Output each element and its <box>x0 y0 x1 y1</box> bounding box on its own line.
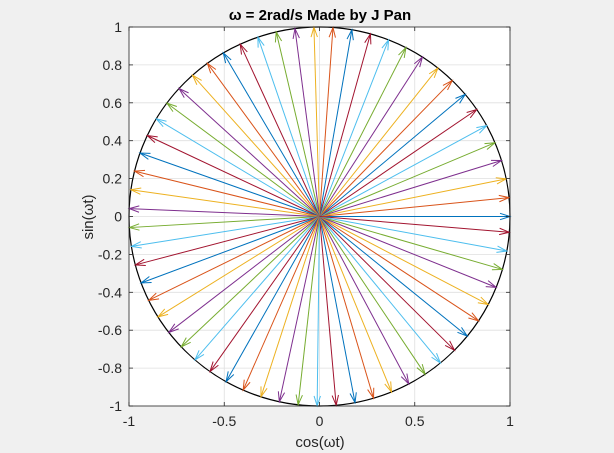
vector-arrow <box>295 216 320 407</box>
vector-arrow <box>319 216 427 376</box>
x-tick-label: -0.5 <box>212 413 236 429</box>
vector-arrow <box>260 216 320 399</box>
x-tick-label: 1 <box>506 413 514 429</box>
vector-arrow <box>154 117 320 217</box>
vector-arrow <box>319 216 490 306</box>
vector-arrow <box>319 194 511 217</box>
y-tick-label: -0.2 <box>98 246 122 262</box>
y-axis-label: sin(ωt) <box>80 194 97 239</box>
vector-arrow <box>319 108 479 217</box>
vector-arrow <box>129 216 320 249</box>
vector-arrow <box>319 66 439 217</box>
vector-arrow <box>319 142 497 217</box>
vector-arrow <box>222 51 320 217</box>
vector-arrow <box>206 61 320 217</box>
chart-title: ω = 2rad/s Made by J Pan <box>229 7 411 24</box>
vector-arrow <box>292 26 320 217</box>
vector-arrow <box>319 216 375 400</box>
vector-arrow <box>139 216 320 284</box>
y-tick-label: -0.6 <box>98 322 122 338</box>
vector-arrow <box>319 216 357 405</box>
y-tick-label: 0.6 <box>103 95 123 111</box>
vector-arrow <box>165 102 320 217</box>
vector-arrow <box>138 152 320 217</box>
vector-arrow <box>319 216 504 271</box>
vector-arrow <box>319 216 410 386</box>
vector-arrow <box>319 216 509 253</box>
vector-arrow <box>147 216 320 302</box>
vector-arrow <box>167 216 320 334</box>
vector-arrow <box>319 216 480 322</box>
vector-arrow <box>191 73 320 217</box>
x-tick-label: -1 <box>123 413 136 429</box>
vector-arrow <box>145 134 320 217</box>
vector-arrow <box>319 216 393 394</box>
y-tick-label: 0 <box>114 209 122 225</box>
vector-arrow <box>239 42 320 217</box>
vector-arrow <box>277 216 320 404</box>
vector-arrow <box>319 28 354 217</box>
vector-arrow <box>319 124 489 217</box>
vector-arrow <box>132 169 320 217</box>
vector-arrow <box>319 55 424 217</box>
vector-arrow <box>319 79 454 217</box>
vector-arrow <box>225 216 320 384</box>
vector-arrow <box>319 216 456 352</box>
vector-arrow <box>319 216 442 365</box>
x-tick-label: 0 <box>316 413 324 429</box>
vector-arrow <box>319 93 467 217</box>
y-tick-label: 0.2 <box>103 171 123 187</box>
vector-arrow <box>319 216 498 288</box>
vector-arrow <box>319 25 336 217</box>
vector-arrow <box>180 216 320 348</box>
vector-arrow <box>274 30 320 217</box>
vector-arrow <box>242 216 320 392</box>
vector-arrow <box>319 159 504 217</box>
vector-arrow <box>193 216 320 362</box>
y-tick-label: 1 <box>114 19 122 35</box>
x-axis-ticks: -1 -0.5 0 0.5 1 <box>123 27 514 429</box>
x-axis-label: cos(ωt) <box>295 434 344 451</box>
vector-arrow <box>177 87 320 217</box>
y-tick-label: -0.8 <box>98 360 122 376</box>
vector-arrow <box>129 187 320 217</box>
y-axis-ticks: 1 0.8 0.6 0.4 0.2 0 -0.2 -0.4 -0.6 -0.8 -1 <box>98 19 510 414</box>
y-tick-label: -1 <box>110 398 123 414</box>
vector-arrow <box>319 46 407 217</box>
y-tick-label: -0.4 <box>98 284 122 300</box>
vector-arrow <box>133 216 320 266</box>
vector-arrows <box>127 25 512 408</box>
vector-arrow <box>257 35 320 217</box>
vector-arrow <box>319 216 339 407</box>
y-tick-label: 0.8 <box>103 57 123 73</box>
vector-arrow <box>209 216 320 373</box>
y-tick-label: 0.4 <box>103 133 123 149</box>
vector-arrow <box>319 38 390 217</box>
x-tick-label: 0.5 <box>405 413 425 429</box>
vector-arrow <box>319 216 469 338</box>
vector-arrow <box>156 216 320 318</box>
vector-arrow <box>319 216 511 236</box>
vector-arrow <box>319 32 372 217</box>
